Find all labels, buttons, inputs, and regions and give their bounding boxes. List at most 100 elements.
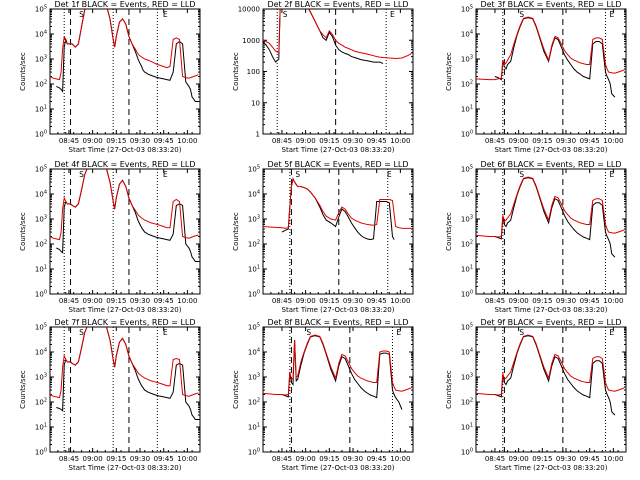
lld-series-line	[50, 169, 199, 241]
y-tick-exponent: 3	[44, 215, 47, 221]
x-tick-label: 09:30	[130, 137, 150, 145]
y-tick-label: 101	[35, 423, 47, 432]
y-tick-exponent: 4	[470, 190, 473, 196]
x-axis-label: Start Time (27-Oct-03 08:33:20)	[495, 464, 608, 472]
y-tick-label: 100	[248, 290, 260, 299]
y-tick-label: 104	[248, 348, 260, 357]
plot-frame	[262, 8, 414, 135]
x-tick-label: 09:15	[532, 297, 552, 305]
panel-det-3: Det 3f BLACK = Events, RED = LLD10010110…	[445, 0, 627, 154]
y-tick-exponent: 4	[44, 348, 47, 354]
x-tick-label: 09:15	[106, 455, 126, 463]
x-tick-label: 09:30	[556, 455, 576, 463]
plot-frame	[262, 326, 414, 453]
marker-e: E	[609, 328, 614, 337]
x-tick-label: 09:00	[509, 455, 529, 463]
y-tick-label: 101	[35, 265, 47, 274]
x-tick-label: 10:00	[177, 455, 197, 463]
x-axis-label: Start Time (27-Oct-03 08:33:20)	[282, 306, 395, 314]
y-tick-exponent: 1	[44, 105, 47, 111]
y-tick-label: 100	[247, 68, 260, 76]
x-tick-label: 09:30	[343, 297, 363, 305]
y-tick-label: 103	[35, 55, 47, 64]
lld-series-line	[263, 334, 412, 396]
x-axis-label: Start Time (27-Oct-03 08:33:20)	[495, 306, 608, 314]
x-tick-label: 09:45	[154, 137, 174, 145]
y-tick-label: 100	[248, 448, 260, 457]
y-tick-label: 104	[461, 190, 473, 199]
plot-frame	[49, 168, 201, 295]
marker-s: S	[519, 170, 524, 179]
panel-title: Det 9f BLACK = Events, RED = LLD	[480, 318, 621, 327]
x-tick-label: 10:00	[603, 297, 623, 305]
panel-title: Det 5f BLACK = Events, RED = LLD	[267, 160, 408, 169]
y-tick-exponent: 1	[470, 265, 473, 271]
y-tick-exponent: 1	[44, 265, 47, 271]
marker-e: E	[390, 10, 395, 19]
x-tick-label: 09:45	[154, 455, 174, 463]
panel-title: Det 1f BLACK = Events, RED = LLD	[54, 0, 195, 9]
y-tick-label: 103	[461, 215, 473, 224]
y-axis-label: Counts/sec	[445, 370, 453, 409]
plot-frame	[475, 168, 627, 295]
x-tick-label: 10:00	[603, 455, 623, 463]
panel-det-7: Det 7f BLACK = Events, RED = LLD10010110…	[19, 318, 201, 472]
y-tick-label: 102	[35, 240, 47, 249]
y-axis-label: Counts/sec	[232, 212, 240, 251]
panel-title: Det 8f BLACK = Events, RED = LLD	[267, 318, 408, 327]
lld-series-line	[263, 9, 412, 60]
y-tick-label: 105	[35, 165, 47, 174]
y-tick-label: 105	[461, 323, 473, 332]
y-tick-exponent: 0	[470, 130, 473, 136]
x-tick-label: 08:45	[59, 455, 79, 463]
y-tick-exponent: 1	[44, 423, 47, 429]
y-tick-label: 104	[35, 30, 47, 39]
y-tick-label: 103	[461, 55, 473, 64]
marker-e: E	[396, 328, 401, 337]
y-tick-exponent: 1	[470, 423, 473, 429]
y-tick-label: 103	[248, 215, 260, 224]
y-tick-exponent: 5	[44, 5, 47, 11]
x-axis-label: Start Time (27-Oct-03 08:33:20)	[282, 464, 395, 472]
x-tick-label: 10:00	[390, 297, 410, 305]
x-axis-label: Start Time (27-Oct-03 08:33:20)	[69, 146, 182, 154]
x-tick-label: 10:00	[390, 137, 410, 145]
marker-s: S	[283, 10, 288, 19]
y-tick-label: 104	[461, 348, 473, 357]
y-tick-label: 102	[461, 240, 473, 249]
y-tick-label: 102	[35, 80, 47, 89]
y-tick-label: 105	[248, 323, 260, 332]
y-tick-exponent: 5	[257, 165, 260, 171]
y-tick-exponent: 1	[257, 423, 260, 429]
y-tick-label: 100	[461, 448, 473, 457]
marker-s: S	[79, 10, 84, 19]
y-tick-exponent: 3	[257, 215, 260, 221]
y-tick-label: 101	[461, 265, 473, 274]
x-tick-label: 10:00	[177, 137, 197, 145]
x-tick-label: 10:00	[390, 455, 410, 463]
y-tick-label: 101	[248, 265, 260, 274]
panel-title: Det 4f BLACK = Events, RED = LLD	[54, 160, 195, 169]
lld-series-line	[476, 16, 625, 81]
y-tick-exponent: 3	[470, 215, 473, 221]
lld-series-line	[263, 177, 412, 229]
y-tick-label: 104	[248, 190, 260, 199]
y-tick-exponent: 5	[470, 5, 473, 11]
x-tick-label: 10:00	[177, 297, 197, 305]
y-tick-label: 104	[35, 348, 47, 357]
y-tick-label: 100	[35, 290, 47, 299]
y-tick-exponent: 0	[257, 448, 260, 454]
y-tick-exponent: 4	[470, 348, 473, 354]
y-tick-label: 102	[35, 398, 47, 407]
marker-s: S	[306, 328, 311, 337]
y-tick-exponent: 0	[257, 290, 260, 296]
y-tick-label: 102	[248, 240, 260, 249]
y-tick-label: 1000	[242, 37, 260, 45]
x-tick-label: 09:15	[532, 137, 552, 145]
x-tick-label: 09:45	[580, 297, 600, 305]
x-tick-label: 09:15	[106, 137, 126, 145]
x-tick-label: 08:45	[485, 137, 505, 145]
y-tick-label: 104	[461, 30, 473, 39]
x-tick-label: 08:45	[272, 297, 292, 305]
x-tick-label: 09:15	[319, 297, 339, 305]
